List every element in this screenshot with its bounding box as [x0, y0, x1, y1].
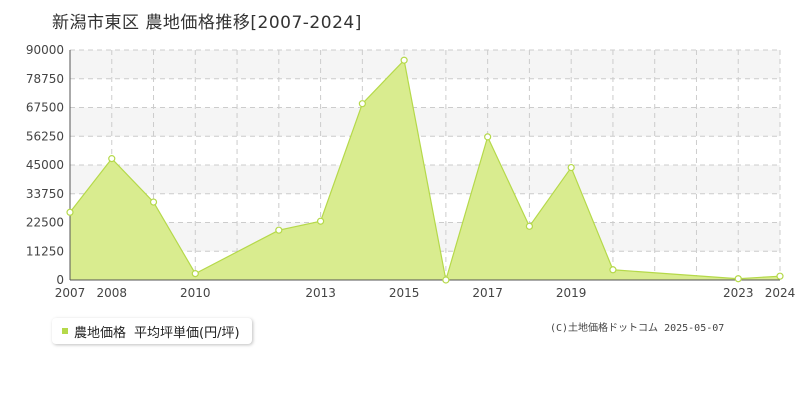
data-point: [275, 226, 283, 234]
x-tick-label: 2024: [765, 286, 796, 300]
copyright-notice: (C)土地価格ドットコム 2025-05-07: [550, 323, 725, 334]
plot-band: [70, 107, 780, 137]
plot-band: [70, 50, 780, 79]
y-axis-ticks: 0 11250 22500 33750 45000 56250 67500 78750 9000…: [26, 43, 64, 287]
data-point: [734, 275, 742, 283]
x-axis-ticks: 2007 2008 2010 2013 2015 2017 2019 2023 2024: [55, 286, 796, 300]
data-point: [609, 266, 617, 274]
data-point: [567, 163, 575, 172]
x-tick-label: 2023: [723, 286, 754, 300]
y-tick-label: 11250: [26, 244, 64, 258]
y-tick-label: 0: [56, 273, 64, 287]
x-tick-label: 2017: [472, 286, 503, 300]
y-tick-label: 56250: [26, 129, 64, 143]
chart-title: 新潟市東区 農地価格推移[2007-2024]: [52, 13, 362, 33]
data-points: [66, 56, 784, 284]
y-tick-label: 90000: [26, 43, 64, 57]
data-point: [525, 222, 534, 230]
data-point: [191, 270, 199, 278]
x-tick-label: 2015: [389, 286, 420, 300]
y-tick-label: 22500: [26, 216, 64, 230]
legend-series-label: 農地価格: [74, 325, 127, 341]
axes: [69, 50, 780, 281]
data-point: [358, 100, 366, 108]
y-tick-label: 33750: [26, 187, 64, 201]
data-point: [66, 208, 74, 216]
data-point: [400, 56, 408, 64]
y-tick-label: 67500: [26, 101, 64, 115]
data-point: [484, 133, 492, 141]
x-tick-label: 2019: [556, 286, 587, 300]
plot-bands: [70, 50, 780, 252]
x-tick-label: 2013: [305, 286, 336, 300]
x-tick-label: 2008: [96, 286, 127, 300]
data-point: [776, 272, 784, 280]
legend-swatch-icon: [62, 328, 68, 334]
data-point: [316, 217, 325, 225]
y-tick-label: 45000: [26, 158, 64, 172]
data-point: [108, 155, 116, 163]
legend: 農地価格 平均坪単価(円/坪): [52, 318, 252, 344]
data-point: [442, 276, 450, 284]
x-tick-label: 2007: [55, 286, 86, 300]
x-tick-label: 2010: [180, 286, 211, 300]
data-point: [149, 198, 158, 206]
y-tick-label: 78750: [26, 72, 64, 86]
legend-unit-label: 平均坪単価(円/坪): [134, 325, 240, 341]
